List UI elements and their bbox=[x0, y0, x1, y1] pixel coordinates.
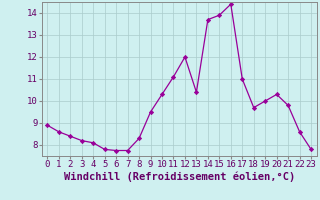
X-axis label: Windchill (Refroidissement éolien,°C): Windchill (Refroidissement éolien,°C) bbox=[64, 172, 295, 182]
